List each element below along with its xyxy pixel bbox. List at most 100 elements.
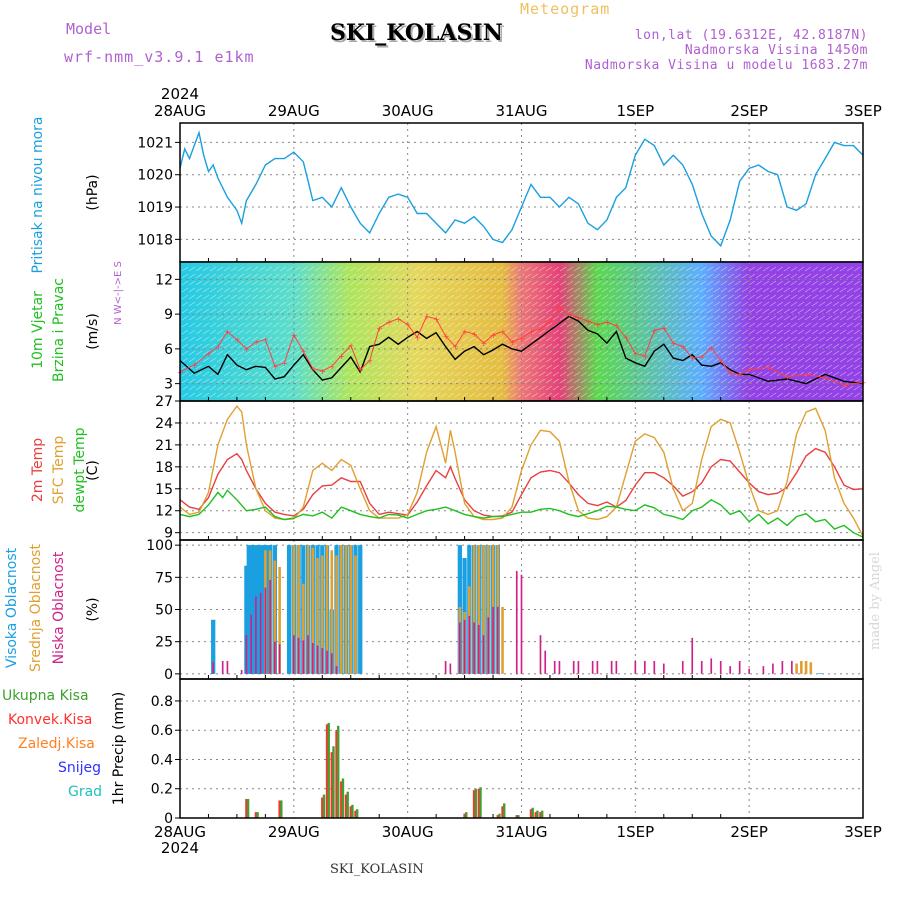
wind-barb [559, 301, 567, 307]
wind-barb [594, 294, 602, 300]
wind-barb [426, 385, 434, 391]
gust-marker: + [822, 374, 829, 383]
wind-barb [237, 385, 245, 391]
wind-barb [209, 266, 217, 272]
wind-barb [181, 329, 189, 335]
wind-barb [398, 336, 406, 342]
wind-barb [181, 385, 189, 391]
wind-barb [643, 364, 651, 370]
wind-barb [643, 329, 651, 335]
wind-barb [447, 315, 455, 321]
wind-barb [335, 294, 343, 300]
wind-barb [601, 266, 609, 272]
wind-barb [503, 336, 511, 342]
wind-barb [587, 364, 595, 370]
wind-barb [671, 315, 679, 321]
bar-precip-convective [245, 798, 248, 818]
wind-barb [510, 301, 518, 307]
wind-barb [559, 273, 567, 279]
wind-barb [580, 273, 588, 279]
model-name: wrf-nmm_v3.9.1 e1km [64, 48, 255, 66]
bar-precip-total [355, 809, 359, 818]
wind-barb [650, 322, 658, 328]
wind-barb [804, 364, 812, 370]
wind-barb [524, 364, 532, 370]
wind-barb [468, 315, 476, 321]
wind-barb [769, 301, 777, 307]
wind-barb [832, 329, 840, 335]
wind-barb [713, 371, 721, 377]
wind-barb [573, 308, 581, 314]
wind-barb [307, 308, 315, 314]
wind-barb [461, 364, 469, 370]
wind-barb [216, 322, 224, 328]
panel-title-clouds: Visoka Oblacnost [4, 547, 20, 668]
wind-barb [363, 357, 371, 363]
wind-barb [475, 280, 483, 286]
bar-cloud_low [302, 640, 305, 674]
wind-barb [741, 329, 749, 335]
wind-barb [741, 364, 749, 370]
wind-barb [804, 371, 812, 377]
wind-barb [839, 301, 847, 307]
wind-barb [475, 322, 483, 328]
y-tick-label: 6 [164, 342, 173, 358]
wind-barb [741, 350, 749, 356]
wind-barb [356, 371, 364, 377]
wind-barb [195, 364, 203, 370]
wind-barb [461, 336, 469, 342]
wind-barb [419, 315, 427, 321]
wind-barb [461, 385, 469, 391]
wind-barb [398, 378, 406, 384]
wind-barb [181, 357, 189, 363]
wind-barb [671, 329, 679, 335]
wind-barb [748, 343, 756, 349]
wind-barb [839, 266, 847, 272]
wind-barb [398, 329, 406, 335]
wind-barb [650, 294, 658, 300]
wind-barb [370, 294, 378, 300]
wind-barb [426, 364, 434, 370]
wind-barb [608, 378, 616, 384]
panel-title-clouds: Srednja Oblacnost [28, 544, 44, 672]
wind-barb [433, 287, 441, 293]
wind-barb [433, 378, 441, 384]
wind-barb [713, 350, 721, 356]
wind-barb [755, 301, 763, 307]
wind-barb [741, 273, 749, 279]
wind-barb [664, 392, 672, 398]
wind-barb [482, 273, 490, 279]
wind-barb [405, 308, 413, 314]
x-tick-label-bottom: 29AUG [268, 823, 320, 841]
wind-barb [699, 392, 707, 398]
wind-barb [230, 301, 238, 307]
wind-barb [825, 315, 833, 321]
bar-cloud_mid [339, 545, 343, 674]
wind-barb [573, 357, 581, 363]
wind-barb [265, 385, 273, 391]
wind-barb [370, 392, 378, 398]
wind-barb [237, 343, 245, 349]
gust-marker: + [300, 347, 307, 356]
wind-barb [258, 294, 266, 300]
wind-barb [440, 287, 448, 293]
bar-cloud_low [596, 660, 599, 674]
wind-barb [671, 385, 679, 391]
wind-barb [545, 357, 553, 363]
bar-cloud_low [719, 660, 722, 674]
wind-barb [454, 266, 462, 272]
wind-barb [489, 371, 497, 377]
wind-barb [741, 287, 749, 293]
y-tick-label: 12 [155, 504, 173, 520]
panel-frame [179, 122, 864, 263]
wind-barb [846, 266, 854, 272]
wind-barb [839, 315, 847, 321]
wind-barb [818, 273, 826, 279]
bar-cloud_low [326, 650, 328, 674]
wind-barb [615, 287, 623, 293]
wind-barb [804, 273, 812, 279]
wind-barb [629, 350, 637, 356]
wind-barb [524, 378, 532, 384]
wind-barb [202, 329, 210, 335]
wind-barb [573, 266, 581, 272]
